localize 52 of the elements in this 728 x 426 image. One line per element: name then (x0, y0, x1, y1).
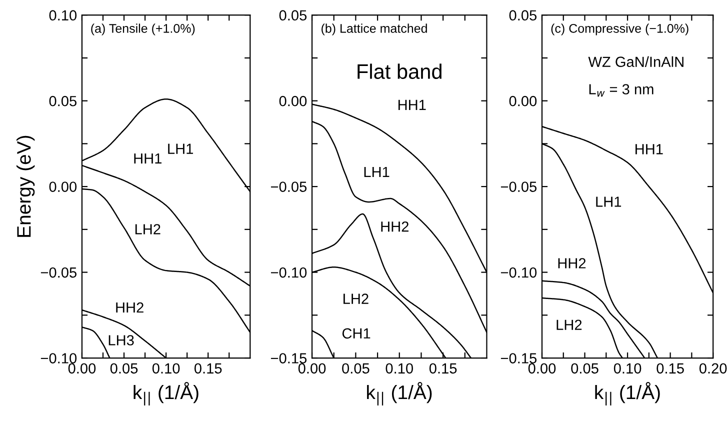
series-label: LH1 (596, 196, 622, 207)
x-axis-title: k$_{||}$ (1/Å) (595, 382, 660, 406)
x-tick-label: 0.00 (298, 363, 326, 374)
x-tick-label: 0.00 (528, 363, 556, 374)
x-tick-label: 0.00 (68, 363, 96, 374)
series-label: HH1 (134, 153, 162, 164)
y-tick-label: −0.15 (270, 353, 307, 364)
y-tick-label: 0.05 (279, 10, 307, 21)
series-label: HH2 (558, 258, 586, 268)
text: (c) Compressive (−1.0%) (551, 24, 688, 36)
x-tick-label: 0.05 (571, 363, 598, 374)
y-tick-label: −0.10 (270, 267, 307, 278)
x-tick-label: 0.15 (194, 363, 222, 374)
x-tick-label: 0.05 (110, 363, 138, 374)
annotation: L$_{w}$ = 3 nm (589, 84, 654, 97)
y-tick-label: 0.00 (49, 182, 77, 192)
x-axis-title: k$_{||}$ (1/Å) (134, 382, 198, 406)
series-label: CH1 (342, 328, 370, 339)
x-tick-label: 0.10 (614, 363, 642, 374)
x-tick-label: 0.15 (656, 363, 684, 374)
series-label: HH2 (381, 221, 408, 232)
series-label: HH1 (636, 144, 663, 154)
series-label: LH1 (168, 144, 193, 154)
x-tick-label: 0.20 (699, 363, 727, 374)
y-axis-title: Energy (eV) (16, 136, 35, 237)
y-tick-label: 0.05 (509, 10, 537, 21)
x-tick-label: 0.10 (152, 363, 180, 374)
text: (a) Tensile (+1.0%) (91, 24, 195, 36)
annotation: Flat band (358, 64, 442, 79)
y-tick-label: 0.05 (49, 96, 77, 106)
series-label: LH3 (108, 335, 134, 346)
y-tick-label: −0.05 (500, 182, 537, 192)
text: (b) Lattice matched (322, 24, 427, 36)
y-tick-label: −0.05 (270, 182, 307, 192)
y-tick-label: −0.10 (500, 267, 537, 278)
x-axis-title: k$_{||}$ (1/Å) (367, 382, 432, 406)
annotation: WZ GaN/InAlN (588, 56, 684, 68)
series-label: HH2 (116, 302, 144, 313)
x-tick-label: 0.05 (342, 363, 370, 374)
y-tick-label: −0.15 (500, 353, 537, 364)
series-label: HH1 (398, 100, 426, 110)
series-label: LH2 (344, 294, 368, 304)
y-tick-label: 0.00 (279, 96, 307, 106)
y-tick-label: 0.00 (509, 96, 537, 106)
y-tick-label: −0.10 (40, 353, 77, 364)
series-label: LH2 (135, 224, 160, 234)
x-tick-label: 0.15 (429, 363, 457, 374)
y-tick-label: −0.05 (40, 267, 76, 278)
series-label: LH1 (364, 166, 390, 177)
series-label: LH2 (556, 320, 582, 330)
x-tick-label: 0.10 (386, 363, 414, 374)
y-tick-label: 0.10 (49, 10, 77, 21)
